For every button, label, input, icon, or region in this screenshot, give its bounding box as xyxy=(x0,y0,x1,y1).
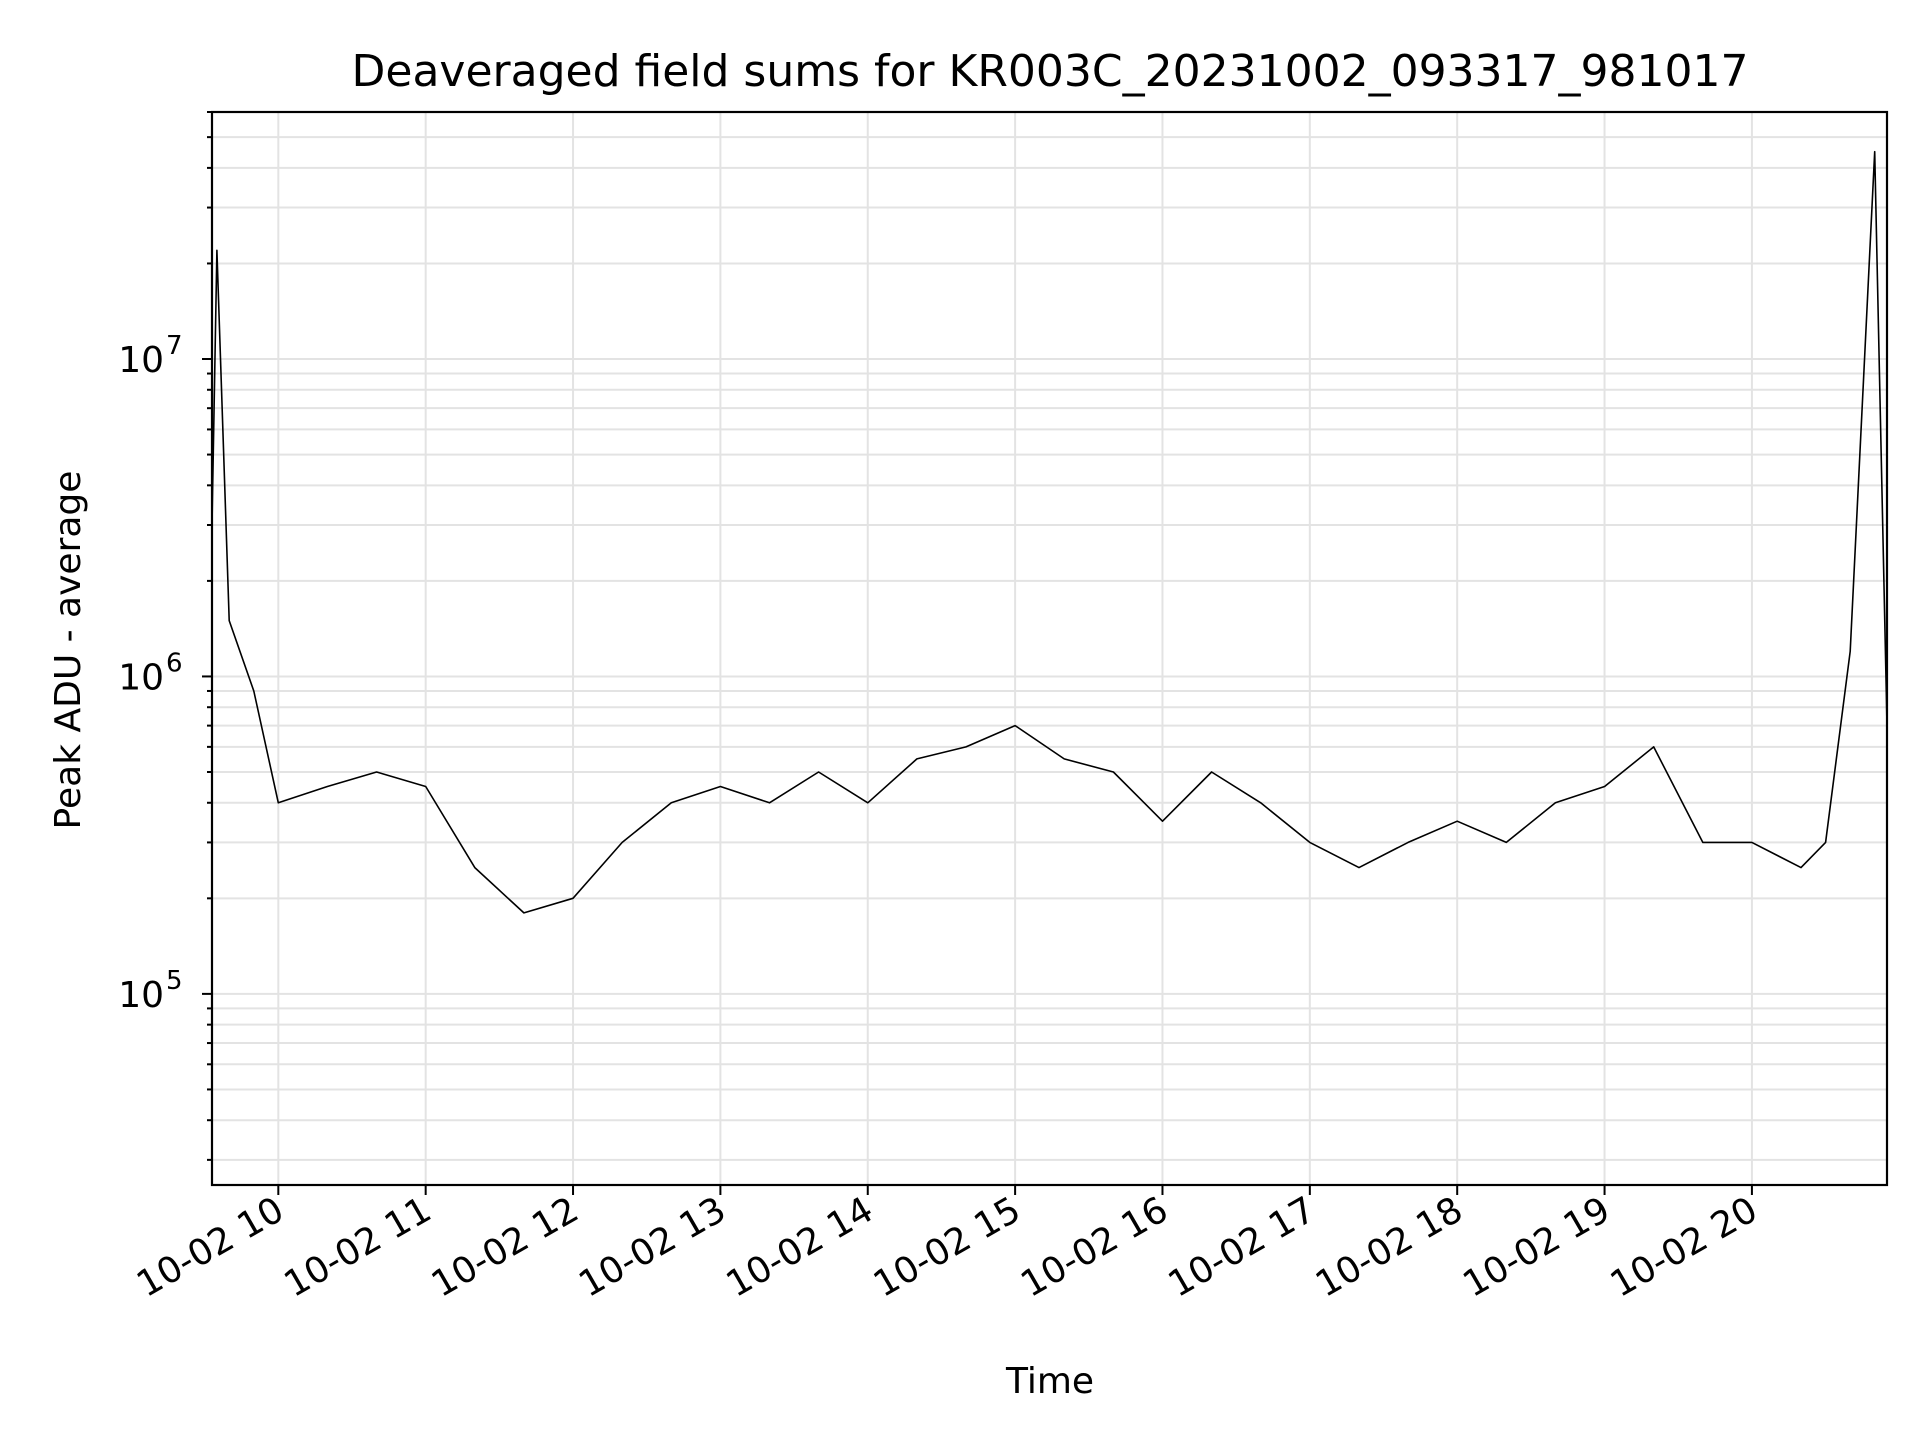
chart-title: Deaveraged field sums for KR003C_2023100… xyxy=(352,46,1749,97)
series-line-group xyxy=(211,150,1888,914)
y-tick-base: 10 xyxy=(118,975,164,1016)
x-axis-label: Time xyxy=(1005,1361,1094,1402)
series-line-0 xyxy=(211,150,1888,914)
plot-frame xyxy=(210,110,1889,1187)
y-tick-exponent: 5 xyxy=(166,966,183,996)
y-axis-label: Peak ADU - average xyxy=(48,471,89,830)
y-tick-label: 10 7 xyxy=(118,331,182,381)
y-tick-exponent: 6 xyxy=(166,648,183,678)
y-tick-base: 10 xyxy=(118,340,164,381)
y-tick-base: 10 xyxy=(118,657,164,698)
y-tick-exponent: 7 xyxy=(166,331,183,361)
y-tick-label: 10 6 xyxy=(118,648,182,698)
y-tick-label: 10 5 xyxy=(118,966,182,1016)
